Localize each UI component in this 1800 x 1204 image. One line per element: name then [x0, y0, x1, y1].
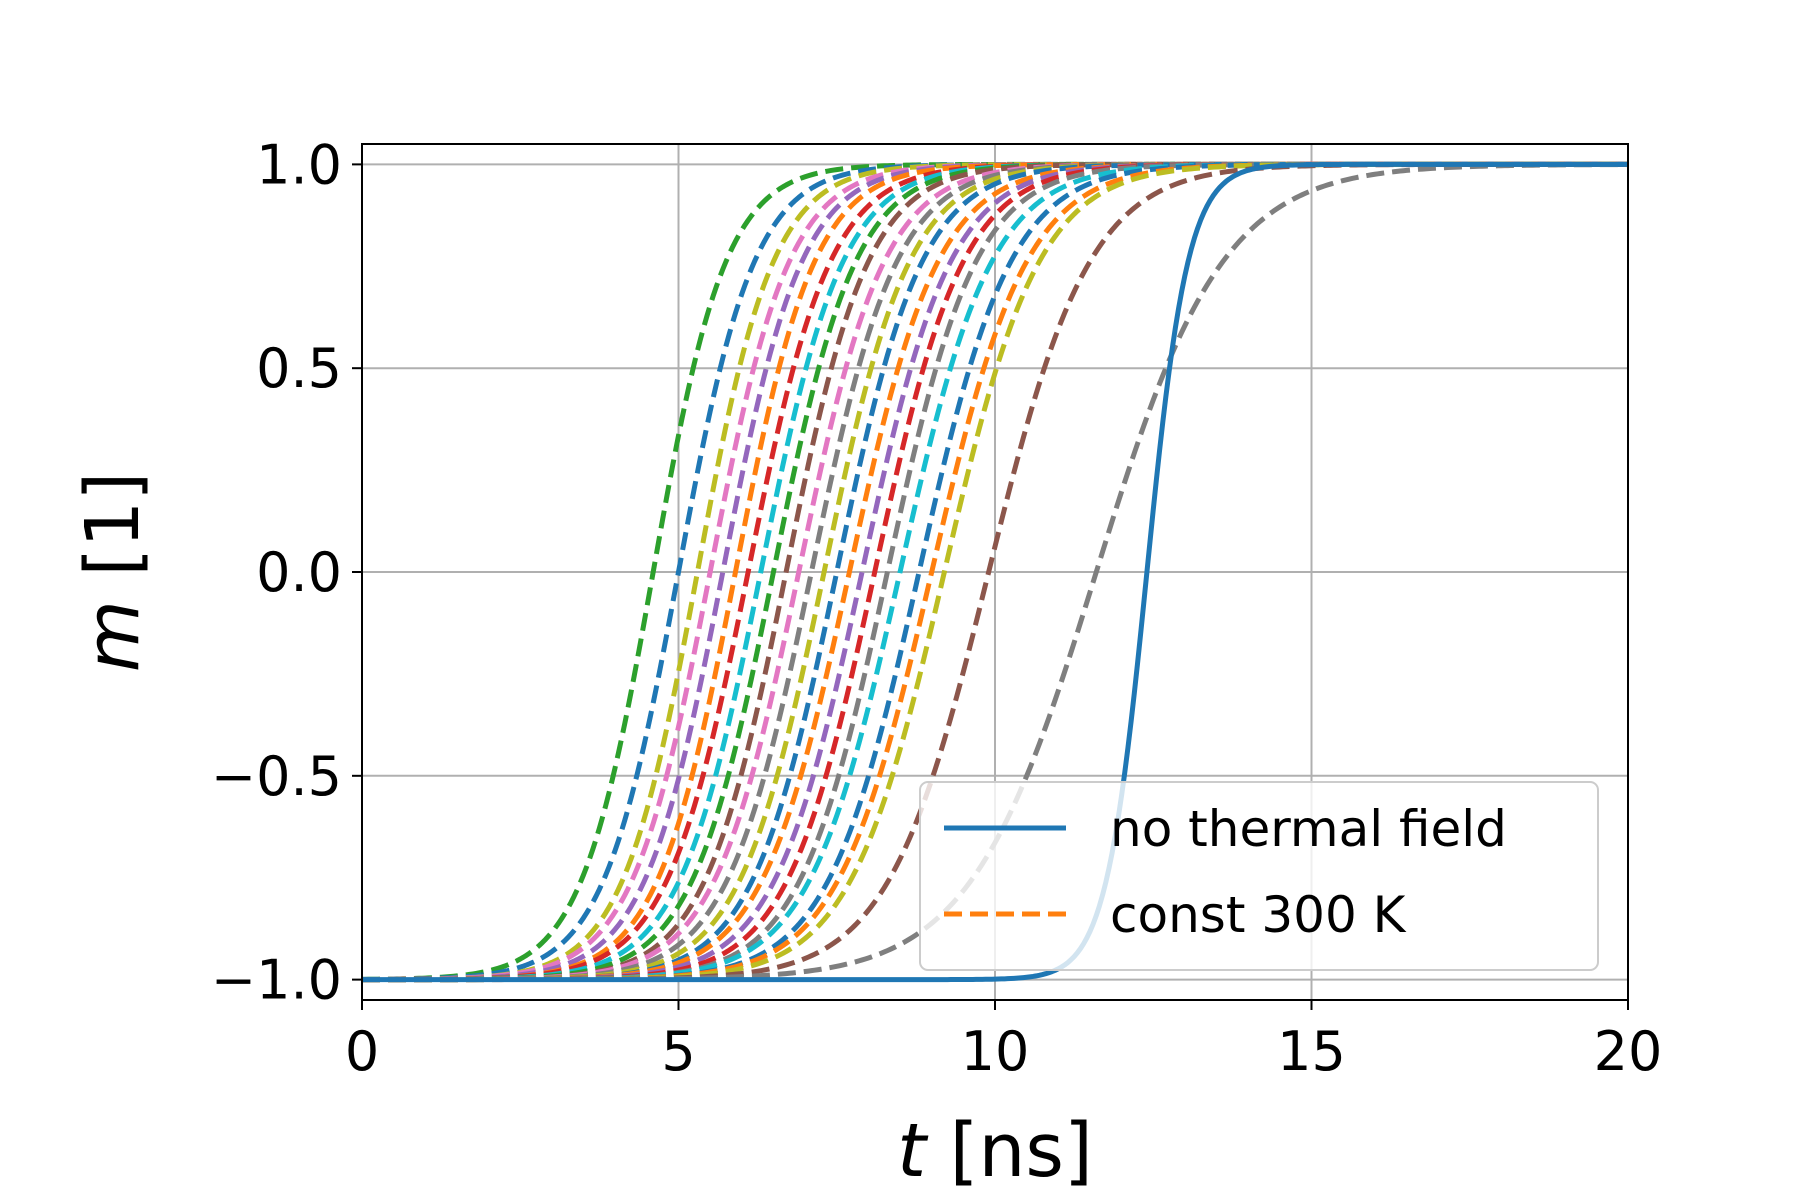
legend-box [919, 781, 1599, 971]
y-tick-label: 1.0 [256, 133, 342, 196]
legend-label-no-thermal-field: no thermal field [1110, 800, 1507, 858]
y-tick-label: 0.0 [256, 541, 342, 604]
x-tick-label: 10 [961, 1020, 1030, 1083]
x-tick-label: 15 [1277, 1020, 1346, 1083]
y-tick-label: 0.5 [256, 337, 342, 400]
y-tick-label: −1.0 [211, 949, 342, 1012]
y-tick-label: −0.5 [211, 745, 342, 808]
legend: no thermal field const 300 K [919, 781, 1599, 971]
legend-label-const-300k: const 300 K [1110, 886, 1407, 944]
x-tick-label: 20 [1594, 1020, 1663, 1083]
x-tick-label: 0 [345, 1020, 379, 1083]
series-line-const-300k [362, 161, 1628, 983]
x-tick-label: 5 [661, 1020, 695, 1083]
series-layer [362, 161, 1628, 983]
x-axis-label: t [ns] [897, 1108, 1093, 1194]
series-line-no-thermal-field [362, 161, 1628, 983]
y-axis-label: m [1] [70, 472, 156, 672]
axis-ticks: 0 5 10 15 20 −1.0 −0.5 0.0 0.5 1.0 [211, 133, 1662, 1083]
